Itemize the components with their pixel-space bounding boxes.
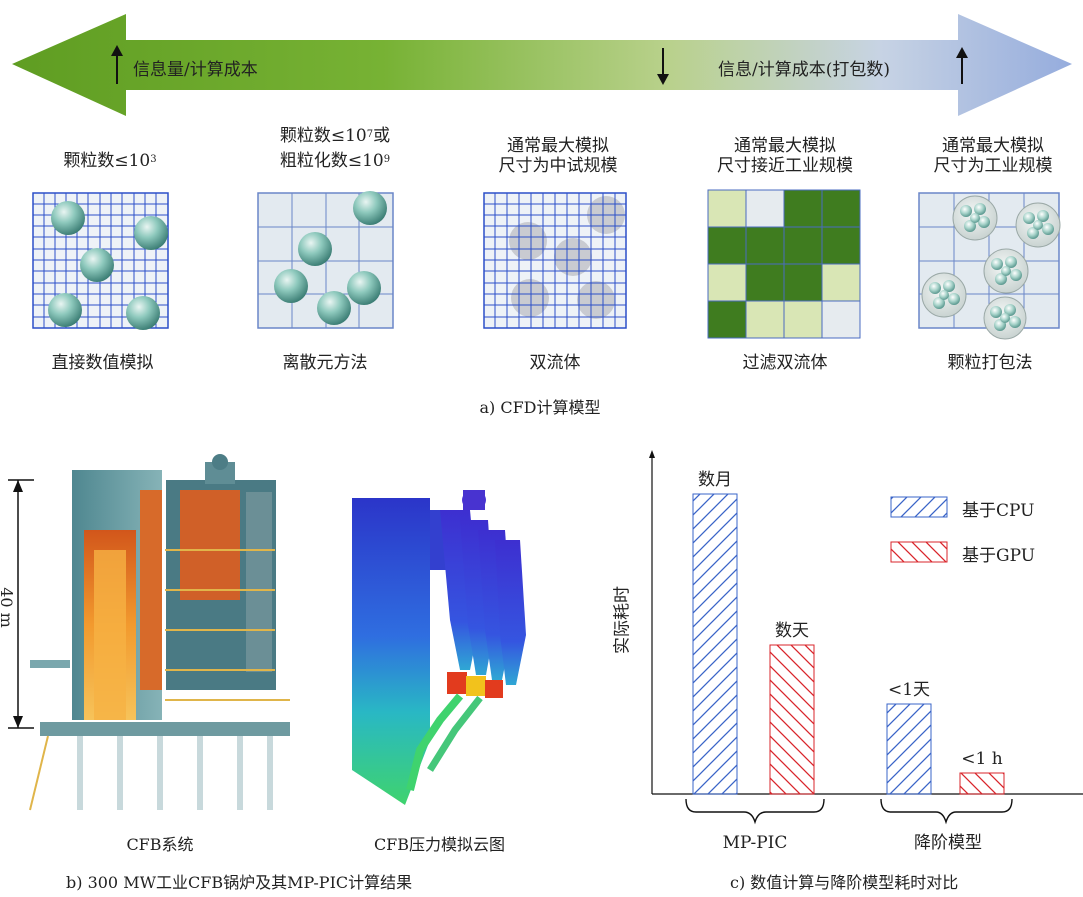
up-arrow-icon	[956, 47, 968, 84]
legend-gpu-swatch	[890, 541, 948, 563]
height-label: 40 m	[0, 587, 16, 628]
cfb-pressure-label: CFB压力模拟云图	[373, 835, 506, 854]
model-3-name: 双流体	[529, 353, 581, 373]
model-5-top-label-line1: 通常最大模拟	[942, 136, 1044, 156]
brace-mppic	[685, 798, 825, 825]
cfb-boiler-structure	[29, 454, 290, 811]
model-2-name: 离散元方法	[282, 353, 368, 373]
y-axis-label: 实际耗时	[612, 586, 633, 654]
cfd-model-grids	[32, 189, 1061, 340]
model-4-top-label-line1: 通常最大模拟	[734, 136, 836, 156]
cfb-system-label: CFB系统	[126, 835, 194, 854]
brace-rom	[880, 798, 1013, 825]
model-4-name: 过滤双流体	[742, 353, 828, 373]
legend-cpu-swatch	[890, 496, 948, 518]
bar-label-rom-gpu: <1 h	[961, 749, 1003, 769]
up-arrow-icon	[111, 45, 123, 84]
dns-grid	[32, 192, 169, 330]
panel-a-caption: a) CFD计算模型	[479, 398, 601, 417]
model-1-top-label: 颗粒数≤103	[63, 151, 157, 171]
parcel-grid	[918, 192, 1061, 340]
panel-c-caption: c) 数值计算与降阶模型耗时对比	[730, 873, 959, 892]
group-label-rom: 降阶模型	[914, 833, 982, 853]
bar-mppic-gpu	[769, 644, 815, 795]
model-2-top-label-line2: 粗粒化数≤109	[279, 151, 391, 171]
model-1-name: 直接数值模拟	[51, 353, 154, 373]
bar-mppic-cpu	[692, 493, 738, 795]
height-dimension-arrow	[8, 479, 34, 729]
tfm-grid	[483, 192, 627, 329]
group-label-mppic: MP-PIC	[722, 833, 788, 853]
filtered-tfm-grid	[707, 189, 861, 339]
model-5-name: 颗粒打包法	[947, 353, 1033, 373]
model-5-top-label-line2: 尺寸为工业规模	[933, 156, 1053, 176]
model-2-top-label-line1: 颗粒数≤107或	[279, 126, 391, 146]
bar-label-mppic-gpu: 数天	[775, 621, 809, 641]
panel-b-caption: b) 300 MW工业CFB锅炉及其MP-PIC计算结果	[66, 873, 413, 892]
information-cost-arrow	[12, 14, 1072, 116]
arrow-right-label: 信息/计算成本(打包数)	[718, 60, 890, 80]
dem-grid	[257, 191, 394, 329]
legend-cpu-label: 基于CPU	[962, 501, 1035, 521]
down-arrow-icon	[657, 48, 669, 85]
model-3-top-label-line2: 尺寸为中试规模	[498, 156, 618, 176]
bar-label-rom-cpu: <1天	[887, 680, 931, 700]
cfb-illustrations	[8, 454, 526, 811]
bar-rom-gpu	[959, 772, 1005, 795]
bar-rom-cpu	[886, 703, 932, 795]
cfb-pressure-contour	[352, 490, 526, 805]
arrow-left-label: 信息量/计算成本	[133, 60, 258, 80]
model-4-top-label-line2: 尺寸接近工业规模	[717, 156, 853, 176]
model-3-top-label-line1: 通常最大模拟	[507, 136, 609, 156]
legend-gpu-label: 基于GPU	[962, 546, 1036, 566]
time-comparison-chart	[649, 450, 1083, 825]
bar-label-mppic-cpu: 数月	[698, 470, 732, 490]
